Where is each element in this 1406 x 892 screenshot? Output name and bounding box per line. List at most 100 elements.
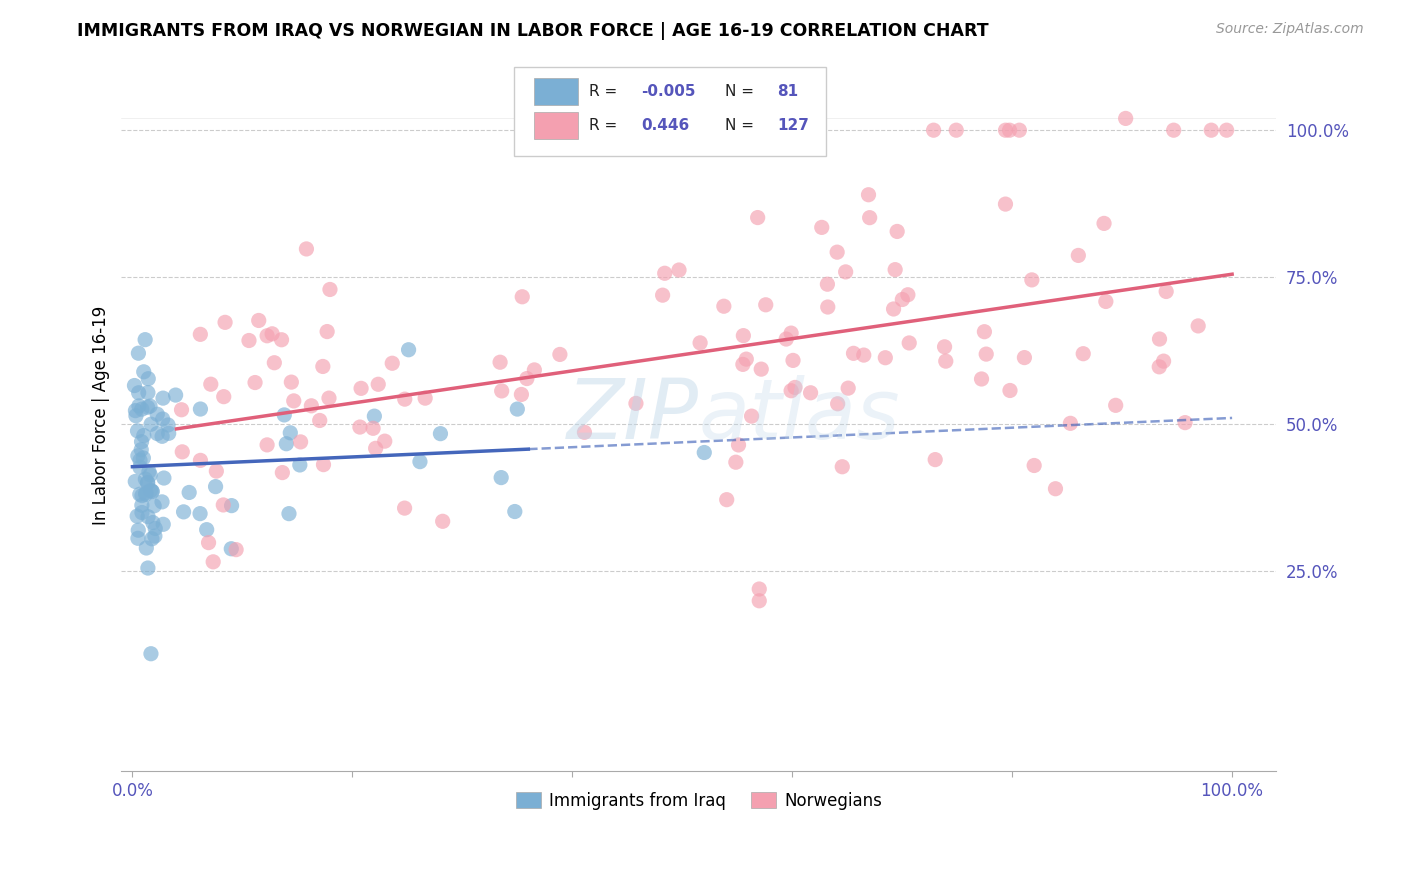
Point: [935, 354, 957, 368]
Point: [188, 507, 211, 521]
Point: [489, 470, 512, 484]
Point: [974, 347, 997, 361]
Point: [150, 495, 173, 509]
Point: [1149, 332, 1171, 346]
Point: [724, 455, 747, 469]
Text: R =: R =: [589, 119, 627, 133]
Point: [883, 301, 905, 316]
Point: [1105, 398, 1128, 412]
Point: [136, 561, 159, 575]
Point: [131, 489, 153, 503]
Legend: Immigrants from Iraq, Norwegians: Immigrants from Iraq, Norwegians: [509, 785, 889, 816]
Point: [132, 428, 155, 442]
Point: [831, 459, 853, 474]
Text: N =: N =: [725, 84, 759, 99]
Point: [127, 424, 149, 438]
Point: [394, 392, 416, 406]
Point: [138, 465, 160, 479]
Point: [1067, 248, 1090, 262]
Point: [516, 371, 538, 385]
Point: [153, 471, 176, 485]
Point: [394, 501, 416, 516]
Point: [367, 377, 389, 392]
Point: [884, 262, 907, 277]
Text: N =: N =: [725, 119, 759, 133]
Point: [350, 381, 373, 395]
Point: [374, 434, 396, 449]
Point: [195, 523, 218, 537]
Point: [748, 594, 770, 608]
Point: [998, 384, 1021, 398]
Point: [127, 509, 149, 524]
Point: [489, 355, 512, 369]
Point: [247, 313, 270, 327]
Point: [221, 499, 243, 513]
Point: [214, 315, 236, 329]
Point: [548, 347, 571, 361]
Point: [152, 517, 174, 532]
Point: [1021, 273, 1043, 287]
Point: [136, 475, 159, 490]
Point: [129, 453, 152, 467]
Point: [312, 359, 335, 374]
Point: [800, 385, 823, 400]
Point: [136, 475, 159, 490]
Point: [273, 408, 295, 422]
Point: [270, 333, 292, 347]
Point: [308, 413, 330, 427]
FancyBboxPatch shape: [534, 78, 578, 105]
Point: [1045, 482, 1067, 496]
Text: 81: 81: [778, 84, 799, 99]
Point: [299, 399, 322, 413]
Point: [243, 376, 266, 390]
Point: [283, 393, 305, 408]
Point: [859, 211, 882, 225]
Point: [152, 412, 174, 426]
Point: [349, 420, 371, 434]
Point: [775, 332, 797, 346]
Point: [817, 300, 839, 314]
Point: [127, 346, 149, 360]
Point: [256, 328, 278, 343]
Point: [810, 220, 832, 235]
Point: [1153, 354, 1175, 368]
Point: [135, 541, 157, 555]
Point: [735, 352, 758, 367]
Point: [124, 403, 146, 417]
Point: [815, 277, 838, 292]
Point: [1095, 294, 1118, 309]
Point: [409, 455, 432, 469]
Point: [973, 325, 995, 339]
Point: [131, 402, 153, 417]
Point: [318, 391, 340, 405]
Point: [689, 335, 711, 350]
Point: [747, 211, 769, 225]
Point: [128, 399, 150, 413]
Point: [146, 426, 169, 441]
Point: [127, 523, 149, 537]
Point: [654, 266, 676, 280]
Point: [157, 417, 180, 432]
Point: [271, 466, 294, 480]
Point: [134, 333, 156, 347]
Point: [131, 434, 153, 449]
Point: [1154, 285, 1177, 299]
Point: [150, 429, 173, 443]
Point: [204, 480, 226, 494]
Point: [219, 541, 242, 556]
Point: [780, 384, 803, 398]
Point: [136, 385, 159, 400]
Point: [200, 377, 222, 392]
Point: [361, 421, 384, 435]
Point: [129, 442, 152, 457]
Point: [290, 434, 312, 449]
Point: [202, 555, 225, 569]
Point: [143, 529, 166, 543]
Point: [319, 283, 342, 297]
Point: [312, 458, 335, 472]
Point: [998, 123, 1021, 137]
Point: [970, 372, 993, 386]
Point: [295, 242, 318, 256]
Point: [132, 365, 155, 379]
Point: [205, 464, 228, 478]
